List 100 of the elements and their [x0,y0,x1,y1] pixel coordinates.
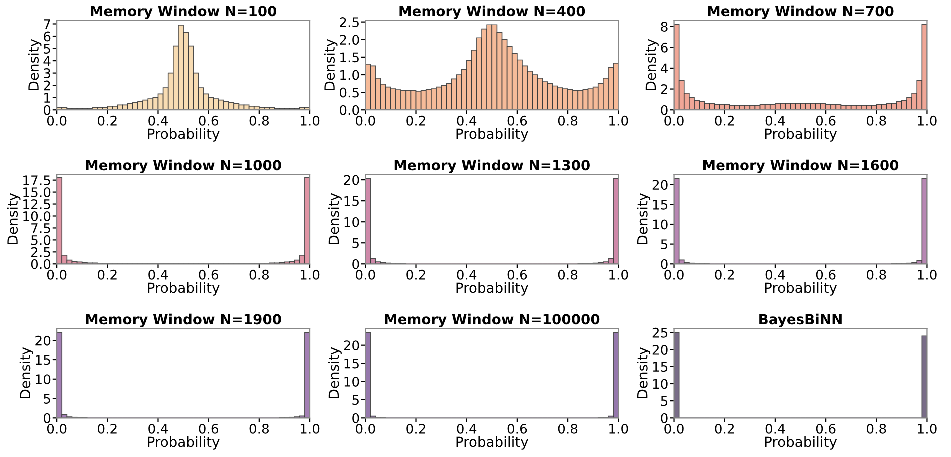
y-tick-label: 1 [44,93,50,103]
y-tick-label: 20 [344,175,360,186]
y-tick-label: 2.0 [340,35,360,46]
x-tick-label: 1.0 [610,424,628,434]
y-tick-label: 4 [44,56,51,66]
chart-title: Memory Window N=1000 [86,160,282,174]
y-tick-label: 10 [653,220,668,230]
y-tick-label: 0.5 [340,88,359,98]
x-tick-label: 0.2 [98,270,117,280]
y-tick-label: 10 [36,374,51,385]
x-axis-title: Probability [765,128,838,142]
y-tick-label: 2 [44,80,50,91]
chart-title: Memory Window N=1300 [394,160,590,174]
y-tick-label: 0 [661,105,668,116]
x-tick-label: 0.4 [766,116,786,126]
x-axis-title: Probability [148,282,220,296]
y-tick-label: 0 [352,259,360,270]
x-tick-label: 1.0 [610,116,628,126]
x-tick-label: 0.8 [558,270,578,280]
x-tick-label: 0.6 [199,270,218,280]
y-tick-label: 0 [44,105,51,116]
x-tick-label: 0.4 [766,424,786,434]
y-tick-label: 10 [344,376,360,387]
y-tick-label: 5 [44,44,50,54]
x-tick-label: 0.2 [98,116,117,126]
x-tick-label: 0.8 [867,424,886,434]
x-tick-label: 0.6 [199,116,218,126]
y-tick-label: 3 [44,68,50,79]
y-tick-label: 1.5 [340,52,359,63]
x-tick-label: 0.4 [457,270,477,280]
x-tick-label: 1.0 [610,270,628,280]
x-tick-label: 0.2 [406,424,426,434]
x-tick-label: 0.8 [558,424,578,434]
y-axis-title: Density [20,347,34,398]
y-tick-label: 20 [36,336,51,346]
y-tick-label: 5 [661,240,668,250]
chart-title: Memory Window N=100 [91,6,277,20]
x-tick-label: 1.0 [300,116,320,126]
y-tick-label: 10 [344,217,360,228]
y-tick-label: 2.5 [31,247,50,258]
x-tick-label: 0.6 [508,424,528,434]
y-tick-label: 20 [652,345,668,355]
y-tick-label: 12.5 [24,199,50,210]
x-axis-title: Probability [456,436,528,450]
x-tick-label: 0.6 [816,270,836,280]
x-tick-label: 1.0 [300,424,320,434]
y-axis-title: Density [328,193,342,244]
y-tick-label: 5.0 [32,235,51,246]
x-tick-label: 1.0 [918,424,937,434]
y-axis-title: Density [324,39,338,90]
x-axis-title: Probability [456,128,528,142]
x-tick-label: 0.2 [715,270,734,280]
y-tick-label: 8 [661,22,668,32]
y-tick-label: 0.0 [31,259,51,270]
chart-title: Memory Window N=100000 [385,314,600,328]
y-tick-label: 5 [44,394,50,404]
x-axis-title: Probability [148,436,220,450]
x-tick-label: 0.2 [715,116,734,126]
chart-title: Memory Window N=1900 [86,314,282,328]
x-tick-label: 1.0 [918,270,937,280]
chart-title: Memory Window N=700 [708,6,894,20]
y-tick-label: 7 [44,20,50,30]
y-tick-label: 20 [652,180,668,190]
y-tick-label: 5 [352,395,359,406]
x-axis-title: Probability [148,128,220,142]
y-tick-label: 6 [661,42,668,53]
x-axis-title: Probability [456,282,528,296]
x-tick-label: 0.8 [250,116,270,126]
y-axis-title: Density [7,193,21,244]
x-tick-label: 0.6 [508,116,528,126]
x-axis-title: Probability [765,436,838,450]
chart-title: Memory Window N=400 [400,6,586,20]
x-tick-label: 0.4 [457,424,477,434]
y-tick-label: 0 [352,413,360,424]
y-tick-label: 1.0 [340,70,360,80]
x-tick-label: 0.8 [867,270,886,280]
y-tick-label: 2.5 [340,18,359,28]
y-axis-title: Density [28,39,42,90]
x-tick-label: 0.6 [508,270,528,280]
y-tick-label: 10.0 [24,211,51,222]
y-tick-label: 0.0 [340,105,360,116]
x-tick-label: 0.4 [148,424,168,434]
y-tick-label: 10 [653,379,668,390]
y-axis-title: Density [645,39,659,90]
y-tick-label: 6 [44,32,51,42]
y-axis-title: Density [637,347,651,398]
x-tick-label: 0.4 [766,270,786,280]
y-tick-label: 15 [36,355,50,366]
x-tick-label: 0.8 [867,116,886,126]
y-tick-label: 17.5 [24,176,50,186]
y-tick-label: 15 [344,196,359,206]
y-tick-label: 15.0 [24,188,51,198]
y-tick-label: 5 [661,396,668,406]
x-axis-title: Probability [765,282,838,296]
y-tick-label: 15 [653,200,668,210]
y-axis-title: Density [328,347,342,398]
y-tick-label: 7.5 [32,224,50,234]
y-tick-label: 15 [653,362,668,372]
y-tick-label: 15 [344,358,359,369]
x-tick-label: 0.4 [148,270,168,280]
